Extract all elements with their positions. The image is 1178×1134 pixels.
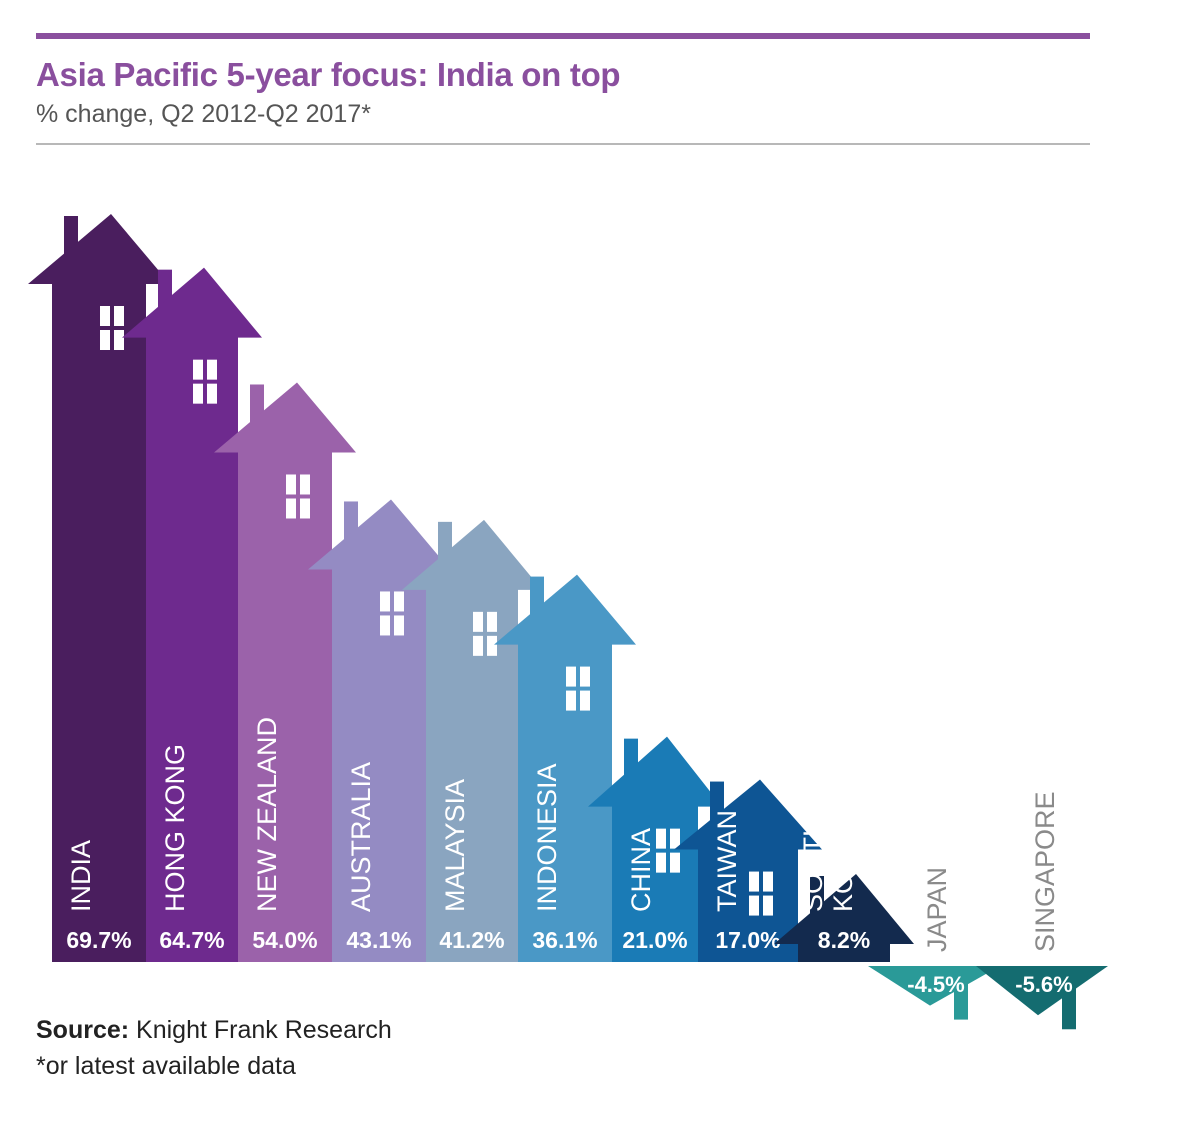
window-pane-taiwan [763,871,773,892]
window-pane-new-zealand [300,498,310,519]
window-pane-india [114,330,124,350]
house-bar-hong-kong: HONG KONG 64.7% [122,267,262,962]
category-label-singapore: SINGAPORE [1030,791,1060,952]
footnote: *or latest available data [36,1052,296,1080]
bar-australia [308,499,450,962]
source-text: Knight Frank Research [136,1016,392,1044]
window-pane-malaysia [487,635,497,656]
bar-south-korea [774,874,914,962]
arrow-stem-japan [954,976,968,1020]
window-pane-australia [394,615,404,636]
window-pane-south-korea [845,966,855,986]
arrow-bar-japan: -4.5% JAPAN [868,867,1000,1020]
bar-hong-kong [122,267,262,962]
window-pane-indonesia [566,666,576,687]
value-label-south-korea: 8.2% [818,927,870,953]
house-bar-taiwan: TAIWAN 17.0% [674,779,822,962]
value-label-taiwan: 17.0% [715,927,780,953]
window-pane-india [114,306,124,326]
value-label-china: 21.0% [622,927,687,953]
value-label-new-zealand: 54.0% [252,927,317,953]
window-pane-south-korea [859,990,869,1010]
house-bar-australia: AUSTRALIA 43.1% [308,499,450,962]
category-label-japan: JAPAN [922,867,952,952]
subtitle-rule [36,143,1090,145]
category-label-taiwan: TAIWAN [712,810,742,912]
window-pane-new-zealand [286,474,296,495]
bar-malaysia [402,519,542,962]
category-label-south-korea: SOUTHKOREA [798,817,858,912]
category-label-indonesia: INDONESIA [532,763,562,912]
window-pane-australia [380,591,390,612]
chart-title: Asia Pacific 5-year focus: India on top [36,56,621,93]
value-label-india: 69.7% [66,927,131,953]
window-pane-malaysia [487,611,497,632]
category-label-india: INDIA [66,840,96,912]
category-label-new-zealand: NEW ZEALAND [252,717,282,912]
value-label-hong-kong: 64.7% [159,927,224,953]
category-label-malaysia: MALAYSIA [440,779,470,912]
value-label-singapore: -5.6% [1015,972,1072,997]
house-bar-south-korea: SOUTHKOREA 8.2% [774,817,914,1010]
bar-indonesia [494,574,636,962]
window-pane-indonesia [566,690,576,711]
category-label-china: CHINA [626,828,656,912]
window-pane-south-korea [859,966,869,986]
window-pane-new-zealand [300,474,310,495]
bar-china [588,736,722,962]
window-pane-indonesia [580,690,590,711]
value-label-japan: -4.5% [907,972,964,997]
window-pane-malaysia [473,635,483,656]
value-label-malaysia: 41.2% [439,927,504,953]
window-pane-south-korea [845,990,855,1010]
window-pane-hong-kong [193,359,203,380]
house-bar-malaysia: MALAYSIA 41.2% [402,519,542,962]
chart-subtitle: % change, Q2 2012-Q2 2017* [36,100,371,128]
source-line: Source: Knight Frank Research [36,1016,392,1045]
bar-new-zealand [214,382,356,962]
house-bar-indonesia: INDONESIA 36.1% [494,574,636,962]
window-pane-china [670,828,680,849]
window-pane-hong-kong [207,383,217,404]
value-label-australia: 43.1% [346,927,411,953]
house-chimney-taiwan [710,781,724,822]
window-pane-australia [380,615,390,636]
arrow-stem-singapore [1062,976,1076,1030]
window-pane-china [670,852,680,873]
window-pane-taiwan [749,871,759,892]
window-pane-hong-kong [193,383,203,404]
window-pane-indonesia [580,666,590,687]
house-bar-india: INDIA 69.7% [28,214,170,962]
bar-india [28,214,170,962]
bar-japan [868,966,1000,1006]
window-pane-china [656,852,666,873]
category-label-australia: AUSTRALIA [346,762,376,912]
value-label-indonesia: 36.1% [532,927,597,953]
window-pane-china [656,828,666,849]
source-label: Source: [36,1016,130,1044]
category-label-hong-kong: HONG KONG [160,744,190,912]
window-pane-malaysia [473,611,483,632]
window-pane-taiwan [749,895,759,916]
window-pane-taiwan [763,895,773,916]
window-pane-india [100,330,110,350]
house-bar-china: CHINA 21.0% [588,736,722,962]
arrow-bar-singapore: -5.6% SINGAPORE [976,791,1108,1030]
top-rule [36,33,1090,39]
bar-taiwan [674,779,822,962]
house-bar-new-zealand: NEW ZEALAND 54.0% [214,382,356,962]
window-pane-india [100,306,110,326]
window-pane-hong-kong [207,359,217,380]
window-pane-new-zealand [286,498,296,519]
window-pane-australia [394,591,404,612]
